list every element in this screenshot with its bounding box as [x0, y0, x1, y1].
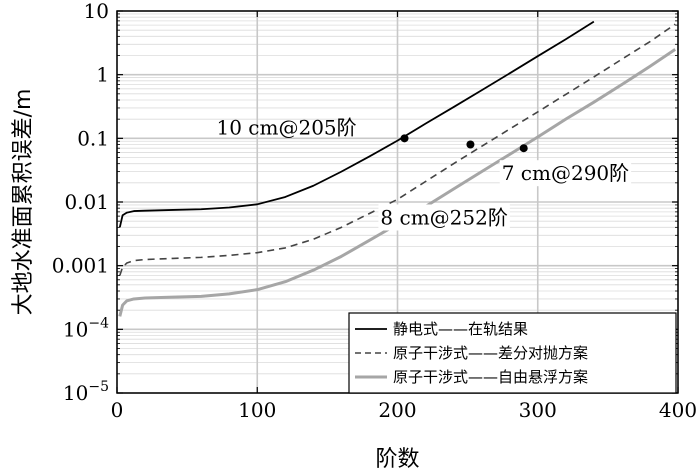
y-axis-label: 大地水准面累积误差/m: [11, 89, 36, 316]
x-tick-label: 0: [111, 398, 124, 422]
y-tick-label: 10−5: [63, 379, 109, 405]
series-layer: [118, 20, 677, 317]
y-tick-label: 1: [96, 63, 109, 87]
axis-ticks: 0 100 200 300 400 10−5 10−4 0.001 0.01 0.1 1 10: [52, 0, 697, 422]
annotation-marker-3: [466, 140, 475, 149]
annotation-label-1: 10 cm@205阶: [217, 115, 357, 139]
annotation-markers: [400, 134, 528, 153]
legend-box: [348, 312, 677, 394]
annotation-label-3: 8 cm@252阶: [380, 206, 507, 230]
x-tick-label: 200: [378, 398, 416, 422]
legend-label-1: 静电式——在轨结果: [393, 320, 528, 338]
annotation-labels: 10 cm@205阶 7 cm@290阶 8 cm@252阶: [217, 115, 632, 231]
y-tick-label: 0.1: [77, 126, 109, 150]
series-line-3: [118, 48, 677, 317]
legend-label-2: 原子干涉式——差分对抛方案: [393, 344, 588, 362]
series-line-1: [118, 20, 595, 228]
x-tick-label: 400: [659, 398, 697, 422]
legend-label-3: 原子干涉式——自由悬浮方案: [393, 368, 588, 386]
y-tick-label: 0.01: [64, 190, 109, 214]
annotation-label-bg: [499, 160, 632, 187]
annotation-marker-1: [400, 134, 409, 143]
annotation-marker-2: [519, 144, 528, 153]
y-tick-label: 0.001: [52, 254, 109, 278]
x-axis-label: 阶数: [375, 447, 419, 472]
annotation-label-bg: [378, 204, 510, 231]
y-tick-label: 10: [84, 0, 109, 23]
x-tick-label: 100: [238, 398, 276, 422]
annotation-label-2: 7 cm@290阶: [502, 161, 629, 185]
x-tick-label: 300: [519, 398, 557, 422]
y-tick-label: 10−4: [63, 315, 109, 341]
